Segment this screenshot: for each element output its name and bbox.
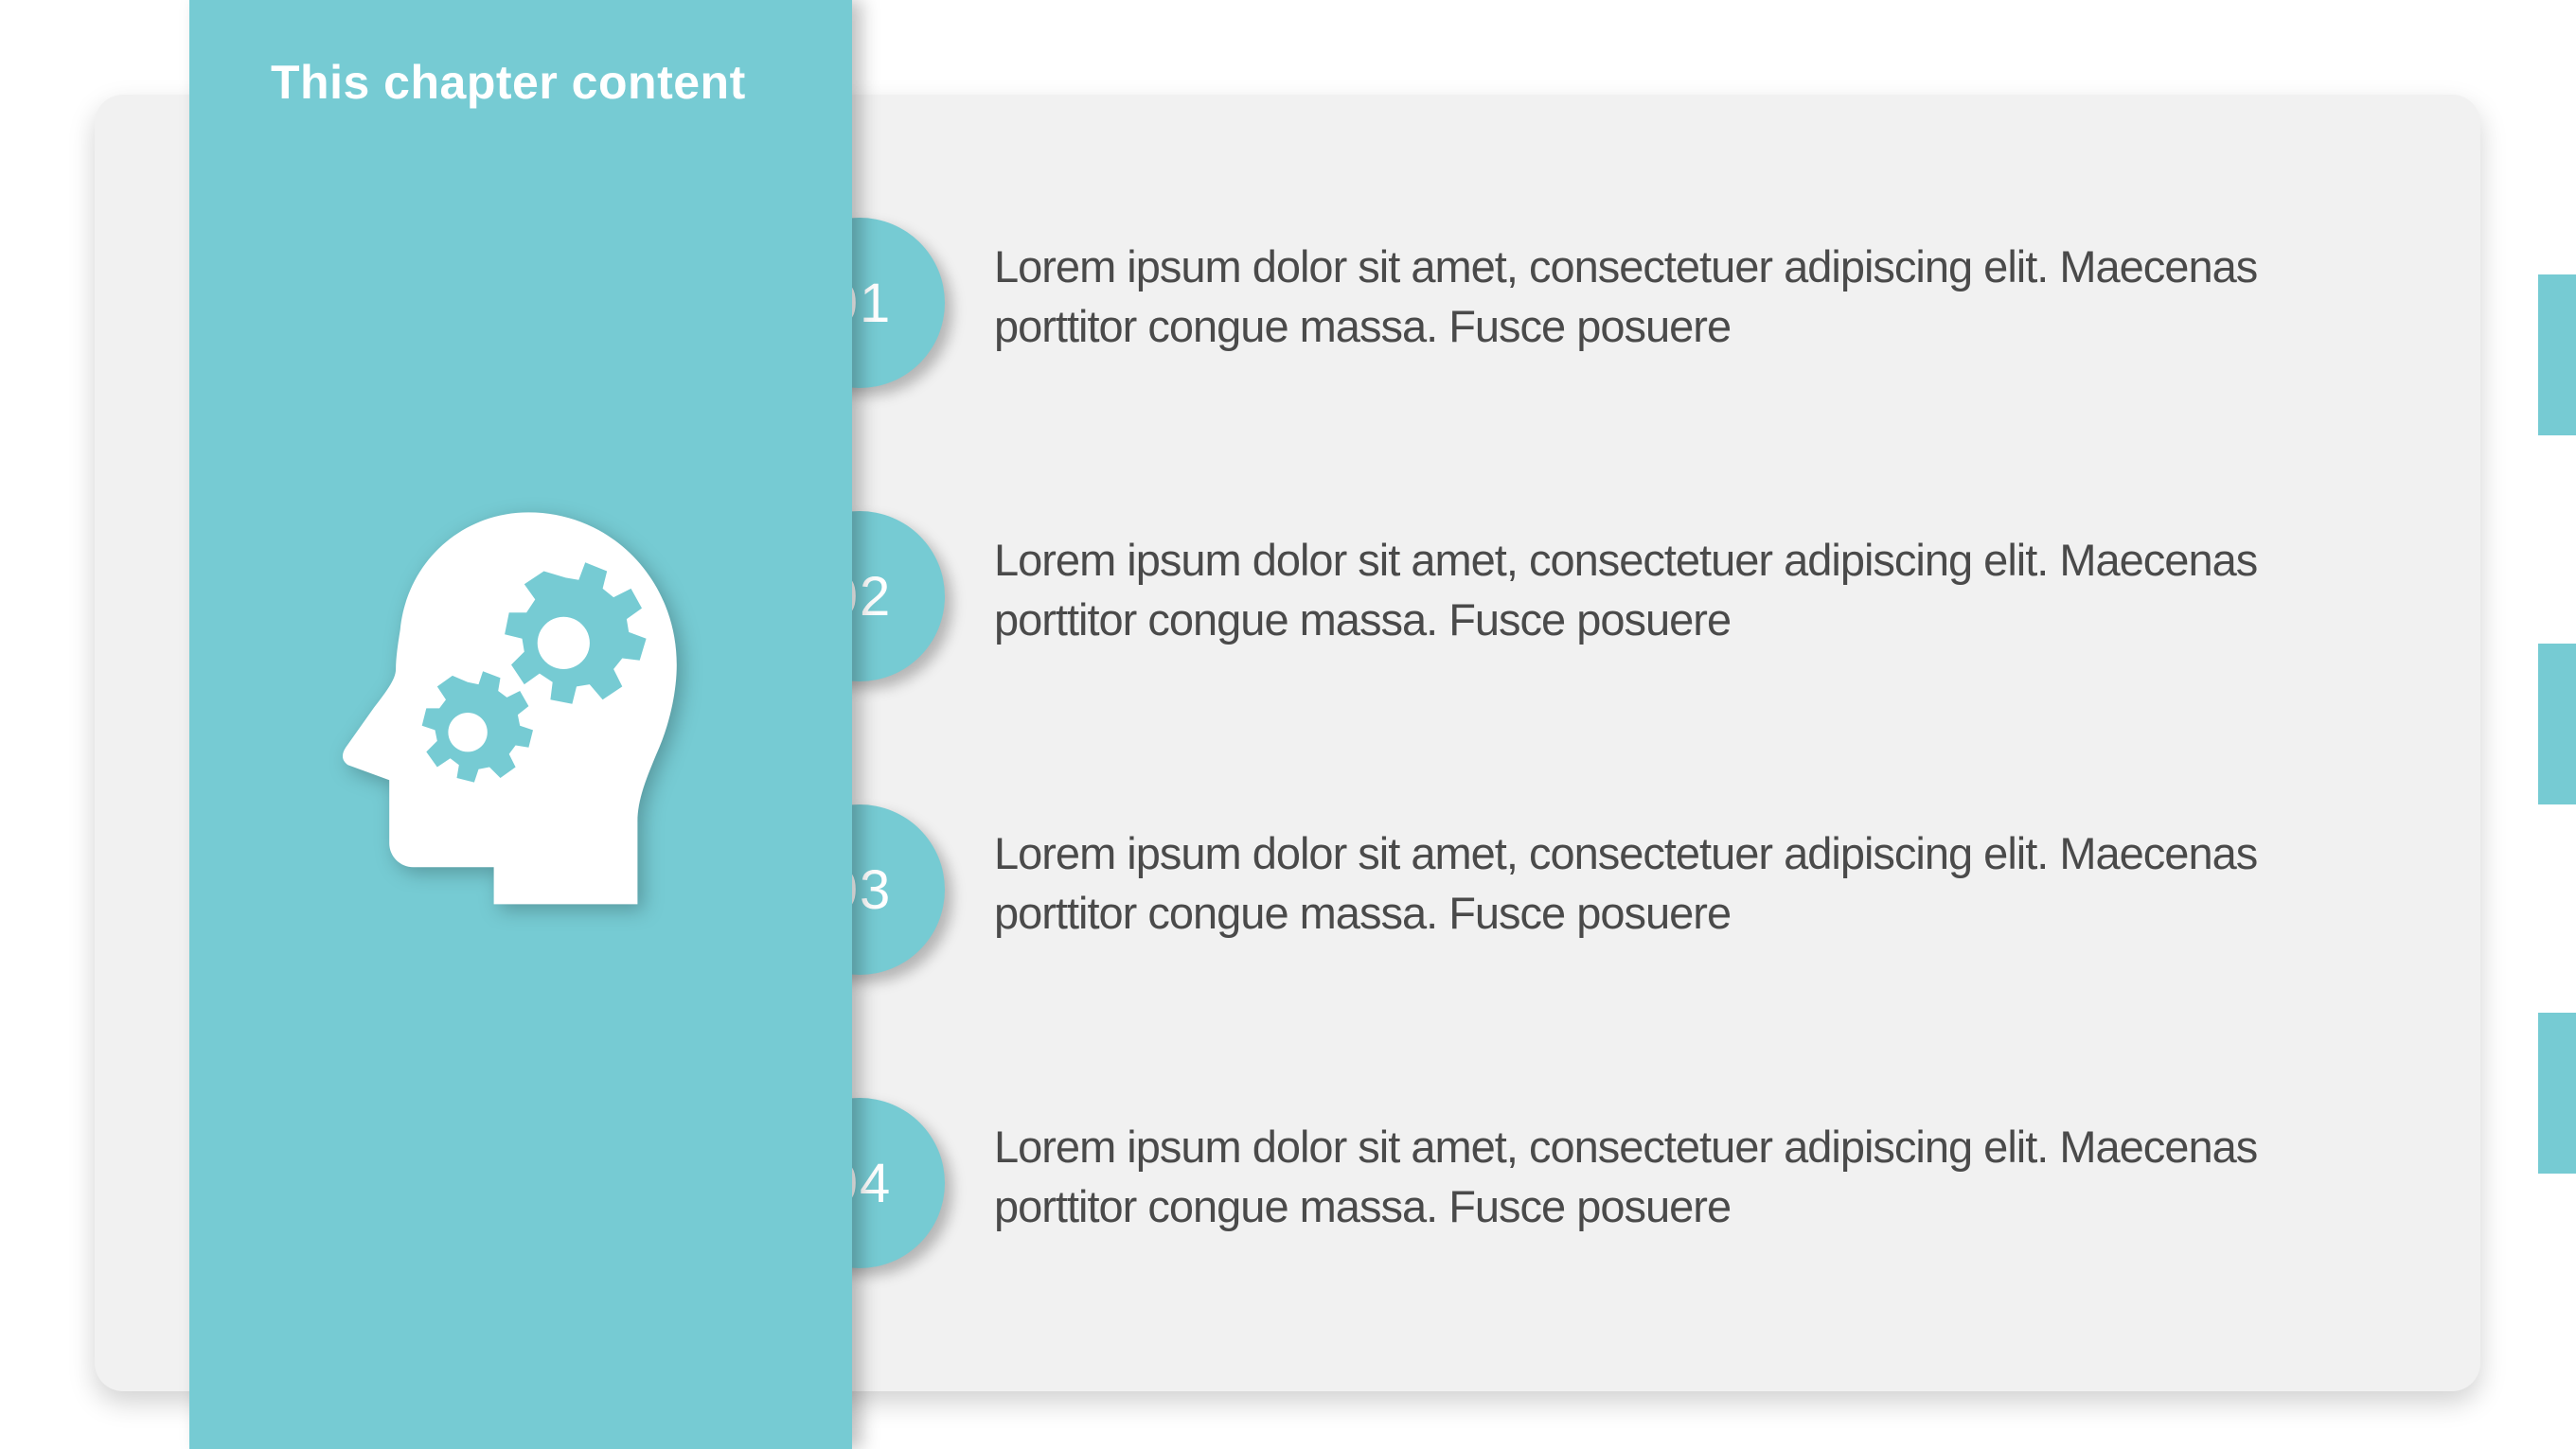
head-gears-icon [293,473,729,909]
step-text: Lorem ipsum dolor sit amet, consectetuer… [994,1117,2272,1237]
edge-tab [2538,1013,2576,1174]
chapter-title: This chapter content [271,55,782,110]
edge-tab [2538,644,2576,804]
step-text: Lorem ipsum dolor sit amet, consectetuer… [994,530,2272,650]
slide-canvas: 01 02 03 04 This chapter content Lorem i… [0,0,2576,1449]
step-text: Lorem ipsum dolor sit amet, consectetuer… [994,237,2272,357]
step-text: Lorem ipsum dolor sit amet, consectetuer… [994,823,2272,944]
edge-tab [2538,274,2576,435]
